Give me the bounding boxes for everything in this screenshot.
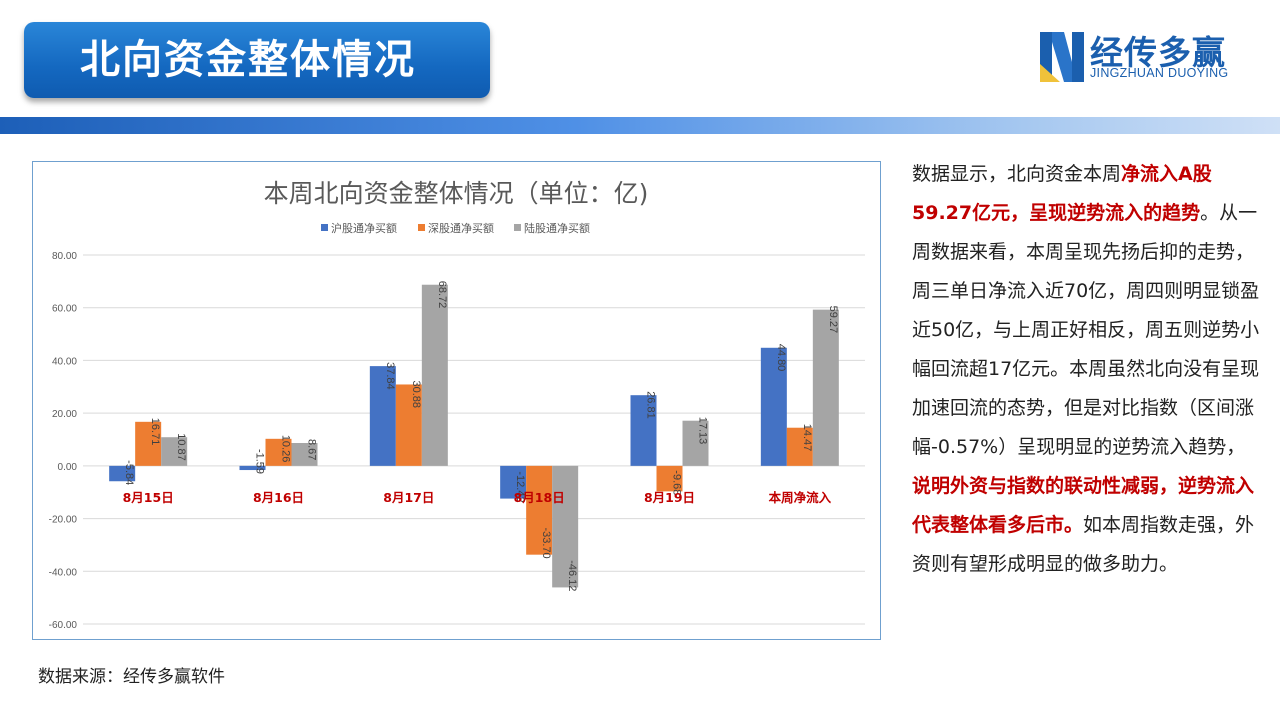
data-label: 44.80 <box>775 344 787 372</box>
data-label: 16.71 <box>149 418 161 446</box>
y-tick-label: 60.00 <box>52 304 77 315</box>
bar <box>526 465 553 555</box>
data-label: -5.84 <box>123 460 135 485</box>
bar <box>630 395 657 466</box>
bar-chart: 本周北向资金整体情况（单位：亿) 沪股通净买额 深股通净买额 陆股通净买额 80.00 6… <box>49 179 865 631</box>
y-tick-label: -60.00 <box>49 620 78 631</box>
data-label: 26.81 <box>645 391 657 419</box>
bar <box>239 465 266 471</box>
legend-swatch <box>321 224 328 231</box>
header-divider <box>0 117 1280 134</box>
bar <box>552 465 579 588</box>
bar <box>135 421 162 466</box>
y-tick-label: 80.00 <box>52 251 77 262</box>
data-label: 17.13 <box>697 417 709 445</box>
bar <box>682 420 709 466</box>
page-title: 北向资金整体情况 <box>80 37 416 83</box>
legend-swatch <box>514 224 521 231</box>
body-text: 数据显示，北向资金本周 <box>912 163 1122 185</box>
highlight-text: 说明外资与指数的联动性减弱，逆势流入代表整体看多后市。 <box>912 475 1255 536</box>
title-banner: 北向资金整体情况 <box>24 22 490 98</box>
data-label: 37.84 <box>384 362 396 390</box>
bar <box>656 465 683 492</box>
data-label: -46.12 <box>566 560 578 591</box>
y-tick-label: -20.00 <box>49 515 78 526</box>
logo-subtext: JINGZHUAN DUOYING <box>1090 66 1229 80</box>
bar <box>395 384 422 466</box>
bar <box>291 443 318 466</box>
body-text: 如本周指数走强，外资则有望形成明显的做多助力。 <box>912 514 1255 575</box>
x-tick-label: 8月18日 <box>514 490 565 505</box>
y-tick-label: 20.00 <box>52 409 77 420</box>
logo-icon <box>1040 32 1084 82</box>
x-tick-label: 8月16日 <box>253 490 304 505</box>
chart-title: 本周北向资金整体情况（单位：亿) <box>264 179 649 208</box>
data-label: 30.88 <box>410 380 422 408</box>
bar <box>265 438 292 466</box>
y-tick-label: -40.00 <box>49 567 78 578</box>
logo: 经传多赢 JINGZHUAN DUOYING <box>1040 30 1260 86</box>
x-tick-label: 8月15日 <box>123 490 174 505</box>
data-label: 10.87 <box>175 433 187 461</box>
data-label: 8.67 <box>306 439 318 460</box>
bar <box>421 284 448 466</box>
data-label: -1.59 <box>254 449 266 474</box>
bar <box>760 347 787 466</box>
bar <box>161 437 188 466</box>
analysis-text: 数据显示，北向资金本周净流入A股59.27亿元，呈现逆势流入的趋势。从一周数据来… <box>912 155 1262 584</box>
data-label: -9.68 <box>671 470 683 495</box>
data-label: 10.26 <box>280 435 292 463</box>
bar <box>812 309 839 466</box>
x-tick-label: 本周净流入 <box>769 490 832 505</box>
legend-label: 深股通净买额 <box>428 221 494 235</box>
x-tick-label: 8月17日 <box>383 490 434 505</box>
legend-swatch <box>418 224 425 231</box>
bar <box>109 465 136 482</box>
data-label: 59.27 <box>827 306 839 334</box>
bar <box>369 366 396 466</box>
data-label: -33.70 <box>540 527 552 558</box>
x-tick-label: 8月19日 <box>644 490 695 505</box>
highlight-text: 净流入A股59.27亿元，呈现逆势流入的趋势 <box>912 163 1212 224</box>
data-label: 14.47 <box>801 424 813 452</box>
data-label: 68.72 <box>436 281 448 309</box>
legend-label: 沪股通净买额 <box>331 221 397 235</box>
data-source: 数据来源：经传多赢软件 <box>38 667 225 687</box>
body-text: 。从一周数据来看，本周呈现先扬后抑的走势，周三单日净流入近70亿，周四则明显锁盈… <box>912 202 1260 458</box>
bar <box>500 465 527 499</box>
y-tick-label: 40.00 <box>52 356 77 367</box>
chart-container: 本周北向资金整体情况（单位：亿) 沪股通净买额 深股通净买额 陆股通净买额 80.00 6… <box>32 161 881 640</box>
data-label: -12.42 <box>514 471 526 502</box>
logo-text: 经传多赢 <box>1090 33 1226 72</box>
legend-label: 陆股通净买额 <box>524 221 590 235</box>
bar <box>786 427 813 466</box>
y-tick-label: 0.00 <box>58 462 78 473</box>
